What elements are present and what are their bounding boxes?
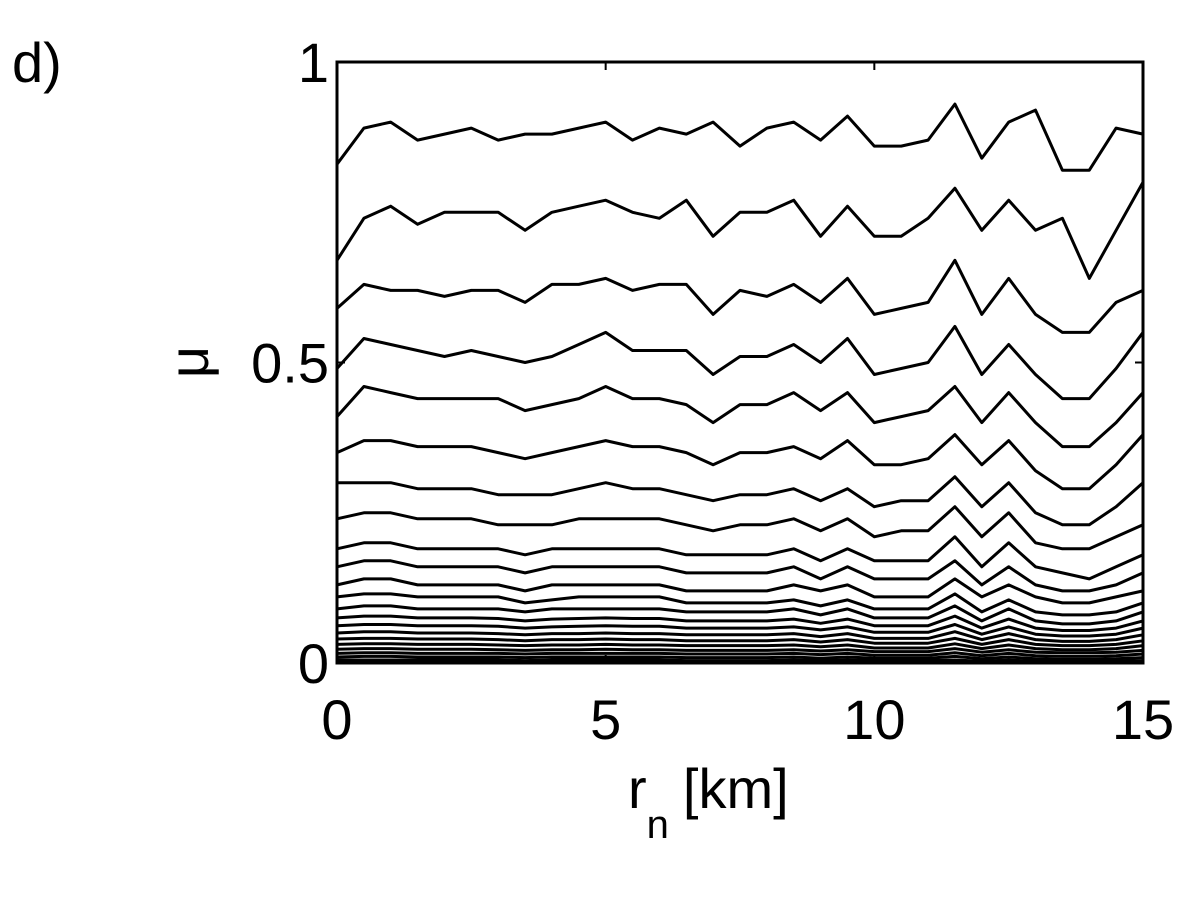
x-tick-label: 10 — [843, 688, 905, 751]
series-line-21 — [336, 654, 1144, 661]
x-axis-label-unit: [km] — [683, 757, 789, 820]
series-line-2 — [335, 181, 1145, 280]
x-tick-label: 5 — [590, 688, 621, 751]
x-tick-label: 0 — [321, 688, 352, 751]
series-group — [335, 102, 1145, 663]
series-line-5 — [335, 385, 1145, 449]
y-tick-label: 0.5 — [251, 332, 329, 395]
x-axis-label: rn [km] — [628, 757, 789, 847]
x-axis: 0 5 10 15 — [321, 62, 1174, 751]
series-line-6 — [336, 433, 1145, 491]
series-line-11 — [336, 577, 1144, 605]
series-line-16 — [336, 630, 1144, 643]
x-tick-label: 15 — [1112, 688, 1174, 751]
series-line-12 — [336, 592, 1144, 617]
series-line-19 — [336, 647, 1144, 655]
series-line-3 — [336, 258, 1144, 334]
series-line-18 — [336, 642, 1144, 652]
series-line-22 — [337, 658, 1144, 663]
series-line-1 — [335, 102, 1144, 172]
y-axis-label: μ — [157, 346, 220, 378]
series-line-13 — [336, 604, 1144, 626]
y-axis: 00.51 — [251, 31, 1143, 695]
y-tick-label: 0 — [298, 632, 329, 695]
series-line-15 — [336, 623, 1144, 638]
series-line-10 — [336, 559, 1144, 593]
x-axis-label-subscript: n — [647, 803, 669, 847]
series-line-8 — [336, 505, 1144, 551]
y-tick-label: 1 — [298, 31, 329, 94]
panel-label: d) — [12, 31, 62, 94]
series-line-7 — [337, 475, 1144, 527]
series-line-14 — [336, 614, 1144, 632]
series-line-9 — [336, 535, 1144, 581]
x-axis-label-main: r — [628, 757, 647, 820]
series-line-17 — [336, 636, 1144, 648]
series-line-4 — [335, 324, 1145, 401]
series-line-20 — [336, 651, 1144, 658]
